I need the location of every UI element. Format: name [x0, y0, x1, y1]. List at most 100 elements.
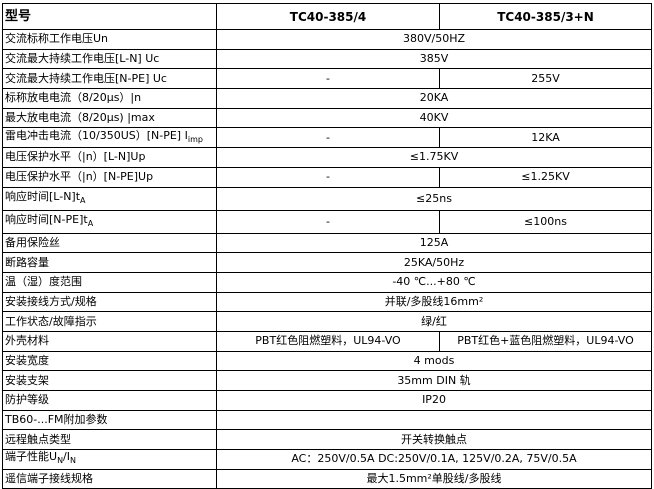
row-label: 电压保护水平（|n）[L-N]Up	[2, 147, 217, 168]
label-text: 安装支架	[5, 373, 49, 387]
label-text: 远程触点类型	[5, 432, 71, 446]
row-label: 温（湿）度范围	[2, 271, 217, 293]
value-shared: 4 mods	[216, 350, 652, 372]
table-row: 断路容量 25KA/50Hz	[2, 252, 652, 273]
row-label: 防护等级	[2, 390, 217, 411]
label-text: 标称放电电流（8/20μs）|n	[5, 91, 142, 105]
label-text: 交流最大持续工作电压[L-N] Uc	[5, 52, 160, 66]
row-label: 交流标称工作电压Un	[2, 29, 217, 50]
table-row: 电压保护水平（|n）[L-N]Up ≤1.75KV	[2, 147, 652, 168]
label-text: 外壳材料	[5, 334, 49, 348]
table-row: 交流标称工作电压Un 380V/50HZ	[2, 29, 652, 50]
row-label: 雷电冲击电流（10/350US）[N-PE] Iimp	[2, 127, 217, 149]
label-text: TB60-...FM附加参数	[5, 413, 108, 427]
label-text: 温（湿）度范围	[5, 275, 82, 289]
value-model-b: ≤100ns	[439, 209, 652, 234]
table-row: 标称放电电流（8/20μs）|n 20KA	[2, 88, 652, 109]
row-label: 外壳材料	[2, 330, 217, 352]
table-row: 安装支架 35mm DIN 轨	[2, 370, 652, 391]
value-model-b: PBT红色+蓝色阻燃塑料，UL94-VO	[439, 330, 652, 352]
table-row: 安装宽度 4 mods	[2, 350, 652, 372]
row-label: 断路容量	[2, 252, 217, 273]
value-model-a: PBT红色阻燃塑料，UL94-VO	[216, 330, 440, 352]
label-text: 交流标称工作电压Un	[5, 32, 109, 46]
row-label: 交流最大持续工作电压[L-N] Uc	[2, 48, 217, 70]
label-text: 断路容量	[5, 255, 49, 269]
subscript: A	[80, 195, 86, 205]
row-label: 远程触点类型	[2, 429, 217, 451]
table-row: 交流最大持续工作电压[L-N] Uc 385V	[2, 48, 652, 70]
label-text: 交流最大持续工作电压[N-PE] Uc	[5, 71, 167, 85]
table-row: 远程触点类型 开关转换触点	[2, 429, 652, 451]
label-text: 响应时间[N-PE]t	[5, 212, 88, 226]
row-label: 电压保护水平（|n）[N-PE]Up	[2, 166, 217, 188]
subscript: N	[57, 456, 64, 466]
label-text: 工作状态/故障指示	[5, 314, 97, 328]
header-label: 型号	[2, 3, 217, 30]
value-shared: 40KV	[216, 107, 652, 129]
value-shared: AC：250V/0.5A DC:250V/0.1A, 125V/0.2A, 75…	[216, 449, 652, 470]
row-label: 响应时间[L-N]tA	[2, 186, 217, 211]
table-row: 响应时间[N-PE]tA - ≤100ns	[2, 209, 652, 234]
value-shared: 35mm DIN 轨	[216, 370, 652, 391]
value-shared: 最大1.5mm²单股线/多股线	[216, 468, 652, 489]
row-label: 备用保险丝	[2, 232, 217, 254]
label-text: 雷电冲击电流（10/350US）[N-PE] I	[5, 128, 188, 142]
label-text: 电压保护水平（|n）[L-N]Up	[5, 150, 146, 164]
label-text: /I	[63, 450, 70, 464]
value-shared: 380V/50HZ	[216, 29, 652, 50]
label-text: 安装接线方式/规格	[5, 294, 97, 308]
table-row: 工作状态/故障指示 绿/红	[2, 311, 652, 332]
table-row: 遥信端子接线规格 最大1.5mm²单股线/多股线	[2, 468, 652, 489]
table-row: 雷电冲击电流（10/350US）[N-PE] Iimp -12KA	[2, 127, 652, 149]
value-shared: 绿/红	[216, 311, 652, 332]
value-shared: 125A	[216, 232, 652, 254]
value-model-b: 255V	[439, 68, 652, 90]
value-shared: 385V	[216, 48, 652, 70]
value-model-a: -	[216, 68, 440, 90]
header-model-a: TC40-385/4	[216, 3, 440, 30]
row-label: 工作状态/故障指示	[2, 311, 217, 332]
row-label: TB60-...FM附加参数	[2, 409, 217, 431]
value-shared	[216, 409, 652, 431]
value-model-a: -	[216, 127, 440, 149]
value-model-a: -	[216, 209, 440, 234]
value-model-b: ≤1.25KV	[439, 166, 652, 188]
value-model-b: 12KA	[439, 127, 652, 149]
header-model-b: TC40-385/3+N	[439, 3, 652, 30]
spec-table: 型号 TC40-385/4 TC40-385/3+N 交流标称工作电压Un 380…	[2, 3, 652, 489]
table-row: 响应时间[L-N]tA ≤25ns	[2, 186, 652, 211]
label-text: 最大放电电流（8/20μs) |max	[5, 111, 155, 125]
row-label: 最大放电电流（8/20μs) |max	[2, 107, 217, 129]
value-shared: ≤1.75KV	[216, 147, 652, 168]
row-label: 安装宽度	[2, 350, 217, 372]
row-label: 标称放电电流（8/20μs）|n	[2, 88, 217, 109]
table-row: 交流最大持续工作电压[N-PE] Uc -255V	[2, 68, 652, 90]
label-text: 响应时间[L-N]t	[5, 189, 81, 203]
row-label: 交流最大持续工作电压[N-PE] Uc	[2, 68, 217, 90]
table-row: 安装接线方式/规格 并联/多股线16mm²	[2, 291, 652, 313]
subscript: N	[70, 456, 76, 466]
value-model-a: -	[216, 166, 440, 188]
table-row: 最大放电电流（8/20μs) |max 40KV	[2, 107, 652, 129]
value-shared: ≤25ns	[216, 186, 652, 211]
value-shared: 开关转换触点	[216, 429, 652, 451]
label-text: 电压保护水平（|n）[N-PE]Up	[5, 170, 154, 184]
label-text: 安装宽度	[5, 353, 49, 367]
table-row: 温（湿）度范围 -40 ℃...+80 ℃	[2, 271, 652, 293]
label-text: 遥信端子接线规格	[5, 472, 93, 486]
row-label: 响应时间[N-PE]tA	[2, 209, 217, 234]
row-label: 安装支架	[2, 370, 217, 391]
label-text: 备用保险丝	[5, 235, 60, 249]
value-shared: 25KA/50Hz	[216, 252, 652, 273]
subscript: imp	[187, 134, 203, 144]
row-label: 安装接线方式/规格	[2, 291, 217, 313]
row-label: 遥信端子接线规格	[2, 468, 217, 489]
table-row: 外壳材料 PBT红色阻燃塑料，UL94-VO PBT红色+蓝色阻燃塑料，UL94-V…	[2, 330, 652, 352]
header-row: 型号 TC40-385/4 TC40-385/3+N	[2, 3, 652, 30]
table-row: 防护等级 IP20	[2, 390, 652, 411]
table-row: 端子性能UN/IN AC：250V/0.5A DC:250V/0.1A, 125V…	[2, 449, 652, 470]
label-text: 防护等级	[5, 393, 49, 407]
table-row: 备用保险丝 125A	[2, 232, 652, 254]
row-label: 端子性能UN/IN	[2, 449, 217, 470]
